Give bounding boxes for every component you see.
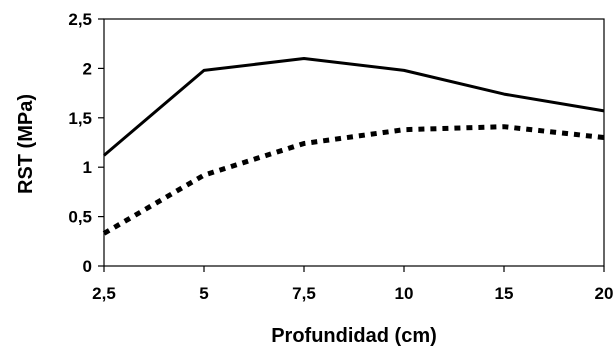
y-tick-label: 1: [83, 158, 92, 177]
x-tick-label: 7,5: [292, 284, 316, 303]
y-tick-label: 1,5: [68, 109, 92, 128]
x-axis-ticks: 2,5 5 7,5 10 15 20: [92, 266, 613, 303]
y-axis-title: RST (MPa): [15, 94, 37, 194]
x-tick-label: 15: [495, 284, 514, 303]
y-tick-label: 2: [83, 59, 92, 78]
y-axis-ticks: 0 0,5 1 1,5 2 2,5: [68, 10, 104, 276]
y-tick-label: 0: [83, 257, 92, 276]
plot-area-border: [103, 18, 605, 267]
x-tick-label: 10: [395, 284, 414, 303]
x-tick-label: 5: [199, 284, 208, 303]
series-line-1: [103, 57, 605, 157]
series-layer: [102, 57, 605, 236]
x-tick-label: 2,5: [92, 284, 116, 303]
series-line-2: [102, 124, 605, 236]
plot-frame: [103, 18, 605, 267]
y-tick-label: 2,5: [68, 10, 92, 29]
x-axis-title: Profundidad (cm): [271, 325, 437, 347]
x-tick-label: 20: [595, 284, 614, 303]
y-tick-label: 0,5: [68, 208, 92, 227]
